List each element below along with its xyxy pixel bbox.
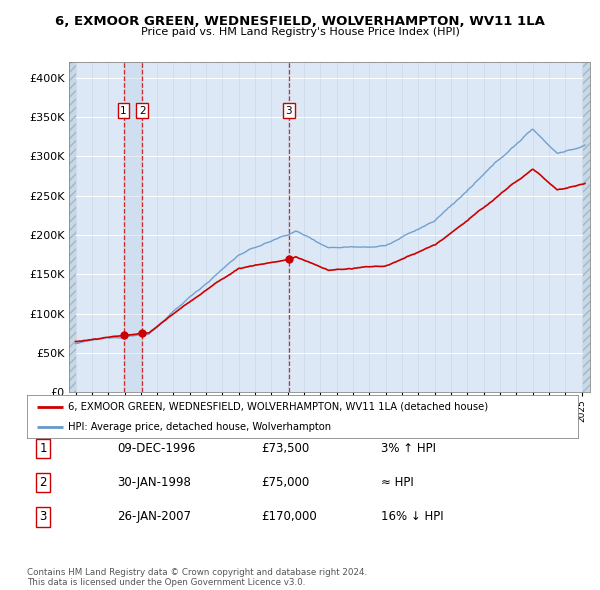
Text: HPI: Average price, detached house, Wolverhampton: HPI: Average price, detached house, Wolv… [68, 422, 331, 432]
Text: £73,500: £73,500 [261, 442, 309, 455]
Text: Contains HM Land Registry data © Crown copyright and database right 2024.: Contains HM Land Registry data © Crown c… [27, 568, 367, 576]
Text: 3: 3 [286, 106, 292, 116]
Bar [124, 62, 142, 392]
Text: 2: 2 [40, 476, 47, 489]
Text: 2: 2 [139, 106, 145, 116]
Text: 6, EXMOOR GREEN, WEDNESFIELD, WOLVERHAMPTON, WV11 1LA: 6, EXMOOR GREEN, WEDNESFIELD, WOLVERHAMP… [55, 15, 545, 28]
Text: 6, EXMOOR GREEN, WEDNESFIELD, WOLVERHAMPTON, WV11 1LA (detached house): 6, EXMOOR GREEN, WEDNESFIELD, WOLVERHAMP… [68, 402, 488, 412]
Text: 1: 1 [40, 442, 47, 455]
Polygon shape [69, 62, 76, 392]
Text: 09-DEC-1996: 09-DEC-1996 [117, 442, 196, 455]
Polygon shape [583, 62, 590, 392]
Text: £170,000: £170,000 [261, 510, 317, 523]
Text: 3: 3 [40, 510, 47, 523]
Text: 16% ↓ HPI: 16% ↓ HPI [381, 510, 443, 523]
Text: 26-JAN-2007: 26-JAN-2007 [117, 510, 191, 523]
Text: ≈ HPI: ≈ HPI [381, 476, 414, 489]
Text: 30-JAN-1998: 30-JAN-1998 [117, 476, 191, 489]
Text: Price paid vs. HM Land Registry's House Price Index (HPI): Price paid vs. HM Land Registry's House … [140, 27, 460, 37]
Text: 3% ↑ HPI: 3% ↑ HPI [381, 442, 436, 455]
Text: 1: 1 [120, 106, 127, 116]
Text: This data is licensed under the Open Government Licence v3.0.: This data is licensed under the Open Gov… [27, 578, 305, 587]
Text: £75,000: £75,000 [261, 476, 309, 489]
